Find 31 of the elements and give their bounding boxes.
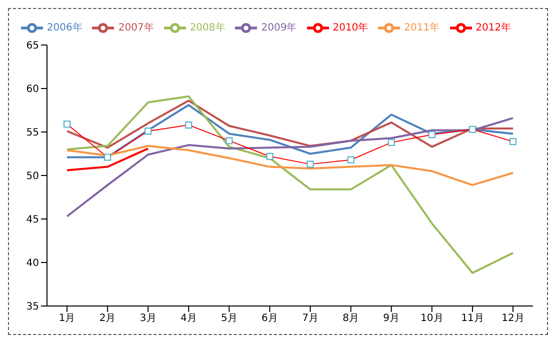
x-tick-label: 5月 [220, 313, 238, 324]
x-tick-label: 3月 [140, 313, 156, 324]
y-tick-label: 65 [26, 40, 39, 52]
x-tick-label: 8月 [342, 313, 360, 324]
legend-label: 2006年 [46, 22, 82, 34]
x-tick-label: 6月 [262, 313, 278, 324]
legend-label: 2011年 [404, 22, 440, 34]
y-tick-label: 50 [26, 171, 39, 182]
legend-label: 2009年 [261, 22, 297, 34]
x-tick-label: 7月 [302, 313, 318, 324]
x-tick-label: 11月 [461, 313, 484, 324]
y-tick-label: 55 [26, 128, 39, 139]
y-tick-label: 35 [26, 302, 39, 313]
y-tick-label: 60 [26, 84, 39, 96]
y-tick-label: 40 [26, 258, 39, 270]
x-tick-label: 10月 [420, 313, 444, 324]
legend-label: 2008年 [190, 22, 226, 34]
x-tick-label: 4月 [180, 313, 197, 324]
legend-label: 2007年 [118, 22, 154, 34]
line-series [66, 100, 514, 149]
y-tick-label: 45 [26, 214, 39, 226]
line-series [66, 144, 514, 186]
x-tick-label: 2月 [99, 313, 116, 324]
line-series [66, 95, 514, 274]
x-tick-label: 1月 [58, 313, 76, 324]
x-tick-label: 9月 [383, 313, 400, 324]
x-tick-label: 12月 [502, 313, 524, 324]
point [468, 126, 476, 133]
legend-label: 2012年 [476, 22, 512, 34]
legend-label: 2010年 [332, 22, 368, 34]
line-series [66, 117, 514, 218]
